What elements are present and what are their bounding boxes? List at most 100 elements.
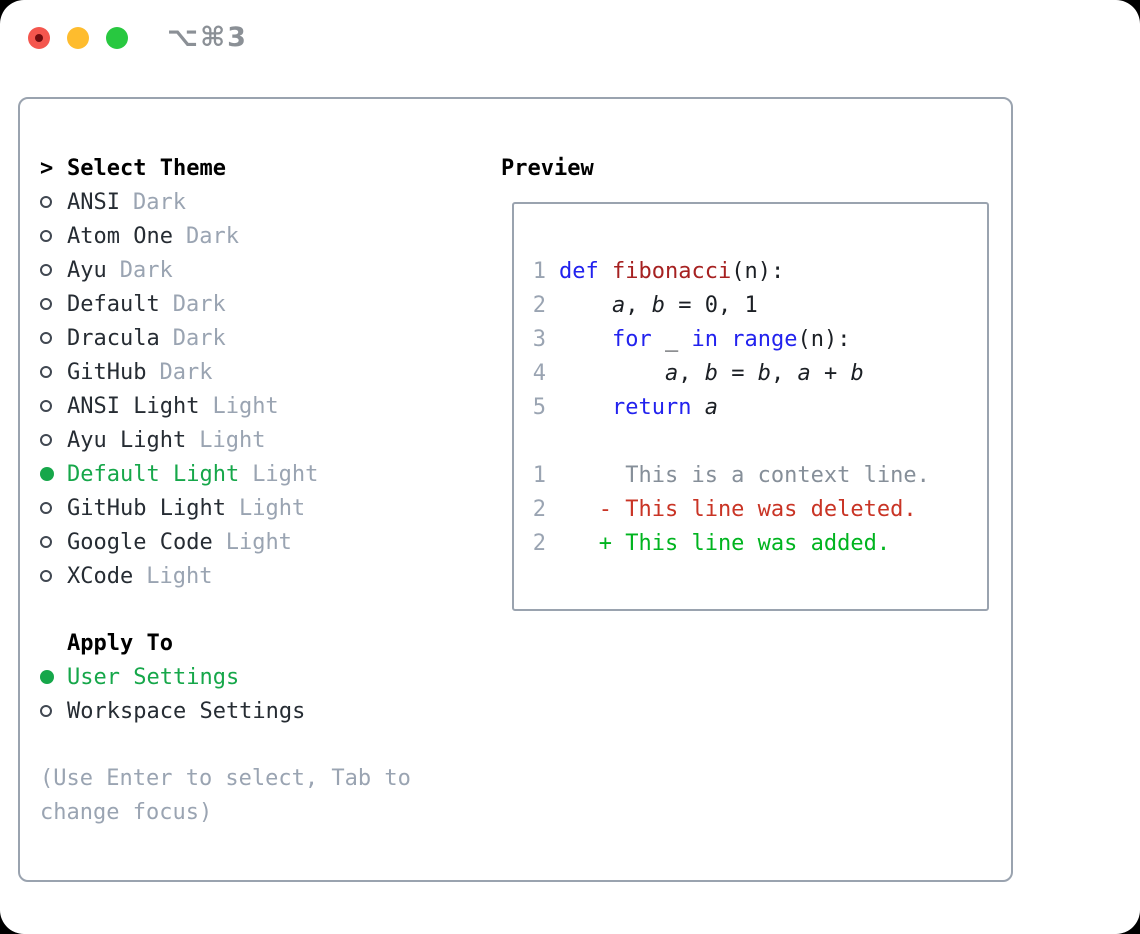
apply-to-option[interactable]: Workspace Settings <box>40 694 305 728</box>
code-token: (n): <box>731 259 785 284</box>
code-token: a <box>611 293 626 318</box>
theme-item[interactable]: Ayu Dark <box>40 253 318 287</box>
theme-item[interactable]: Default Dark <box>40 287 318 321</box>
code-token <box>559 327 612 352</box>
code-line <box>532 425 930 459</box>
code-token: b <box>757 361 771 386</box>
code-token: , <box>625 293 652 318</box>
code-token: + <box>810 361 851 386</box>
theme-item[interactable]: Dracula Dark <box>40 321 318 355</box>
marker-column <box>40 467 67 481</box>
code-line: 4 a, b = b, a + b <box>532 357 930 391</box>
minimize-button-icon[interactable] <box>67 27 89 49</box>
theme-variant-tag: Light <box>225 529 292 555</box>
radio-icon <box>40 298 52 310</box>
line-number: 2 <box>532 293 546 318</box>
radio-icon <box>40 264 52 276</box>
radio-icon <box>40 366 52 378</box>
radio-selected-icon <box>40 467 54 481</box>
theme-label: Atom One <box>67 223 173 249</box>
theme-variant-tag: Light <box>212 393 279 419</box>
code-line: 2 + This line was added. <box>532 527 930 561</box>
code-token: a <box>664 361 679 386</box>
theme-item[interactable]: GitHub Light Light <box>40 491 318 525</box>
close-button-icon[interactable] <box>28 27 50 49</box>
theme-item[interactable]: Ayu Light Light <box>40 423 318 457</box>
line-number: 3 <box>532 327 546 352</box>
code-token: return <box>611 395 692 420</box>
theme-label: Default Light <box>67 461 240 487</box>
marker-column <box>40 434 67 446</box>
code-line: 3 for _ in range(n): <box>532 323 930 357</box>
marker-column <box>40 502 67 514</box>
theme-label: Google Code <box>67 529 213 555</box>
code-line: 2 a, b = 0, 1 <box>532 289 930 323</box>
code-token: = <box>717 361 758 386</box>
theme-list: > Select Theme ANSI Dark Atom One Dark Ayu Da… <box>40 151 318 593</box>
apply-to-title: Apply To <box>67 630 173 656</box>
theme-variant-tag: Dark <box>159 359 213 385</box>
zoom-button-icon[interactable] <box>106 27 128 49</box>
apply-to-option[interactable]: User Settings <box>40 660 305 694</box>
code-token <box>718 327 731 352</box>
theme-label: ANSI Light <box>67 393 200 419</box>
theme-item[interactable]: GitHub Dark <box>40 355 318 389</box>
code-token <box>559 395 612 420</box>
theme-variant-tag: Light <box>146 563 213 589</box>
theme-label: ANSI <box>67 189 120 215</box>
code-token <box>559 293 612 318</box>
code-line: 5 return a <box>532 391 930 425</box>
code-token: = 0, 1 <box>664 293 758 318</box>
radio-icon <box>40 400 52 412</box>
apply-to-header-row: Apply To <box>40 626 305 660</box>
marker-column <box>40 705 67 717</box>
theme-variant-tag: Dark <box>132 189 186 215</box>
theme-variant-tag: Light <box>199 427 266 453</box>
code-token <box>559 361 665 386</box>
window-title: ⌥⌘3 <box>167 22 248 53</box>
marker-column <box>40 536 67 548</box>
marker-column <box>40 400 67 412</box>
theme-variant-tag: Light <box>238 495 306 521</box>
theme-item[interactable]: ANSI Light Light <box>40 389 318 423</box>
marker-column <box>40 570 67 582</box>
theme-item[interactable]: ANSI Dark <box>40 185 318 219</box>
code-token: a <box>797 361 811 386</box>
code-token: fibonacci <box>612 259 732 284</box>
marker-column <box>40 332 67 344</box>
code-token: , <box>770 361 798 386</box>
radio-icon <box>40 502 52 514</box>
theme-item[interactable]: XCode Light <box>40 559 318 593</box>
apply-to-label: Workspace Settings <box>67 698 306 724</box>
theme-label: XCode <box>67 563 134 589</box>
marker-column <box>40 298 67 310</box>
code-token: (n): <box>797 327 851 352</box>
code-token: b <box>850 361 864 386</box>
apply-to-label: User Settings <box>67 664 240 690</box>
code-line: 1 This is a context line. <box>532 459 930 493</box>
code-token: in <box>691 327 718 352</box>
radio-icon <box>40 536 52 548</box>
radio-icon <box>40 196 52 208</box>
line-number: 2 <box>532 531 546 556</box>
main-panel: > Select Theme ANSI Dark Atom One Dark Ayu Da… <box>18 97 1013 882</box>
line-number: 2 <box>532 497 546 522</box>
keyboard-hint: (Use Enter to select, Tab to change focu… <box>40 766 411 825</box>
theme-variant-tag: Dark <box>119 257 173 283</box>
theme-item[interactable]: Default Light Light <box>40 457 318 491</box>
radio-icon <box>40 332 52 344</box>
theme-item[interactable]: Google Code Light <box>40 525 318 559</box>
line-number: 4 <box>532 361 546 386</box>
code-line: 1 def fibonacci(n): <box>532 255 930 289</box>
theme-item[interactable]: Atom One Dark <box>40 219 318 253</box>
theme-label: GitHub Light <box>67 495 226 521</box>
theme-label: Ayu Light <box>67 427 187 453</box>
line-number: 5 <box>532 395 546 420</box>
theme-label: GitHub <box>67 359 147 385</box>
titlebar: ⌥⌘3 <box>0 0 1140 76</box>
radio-icon <box>40 434 52 446</box>
radio-icon <box>40 570 52 582</box>
marker-column <box>40 264 67 276</box>
line-number: 1 <box>532 259 546 284</box>
